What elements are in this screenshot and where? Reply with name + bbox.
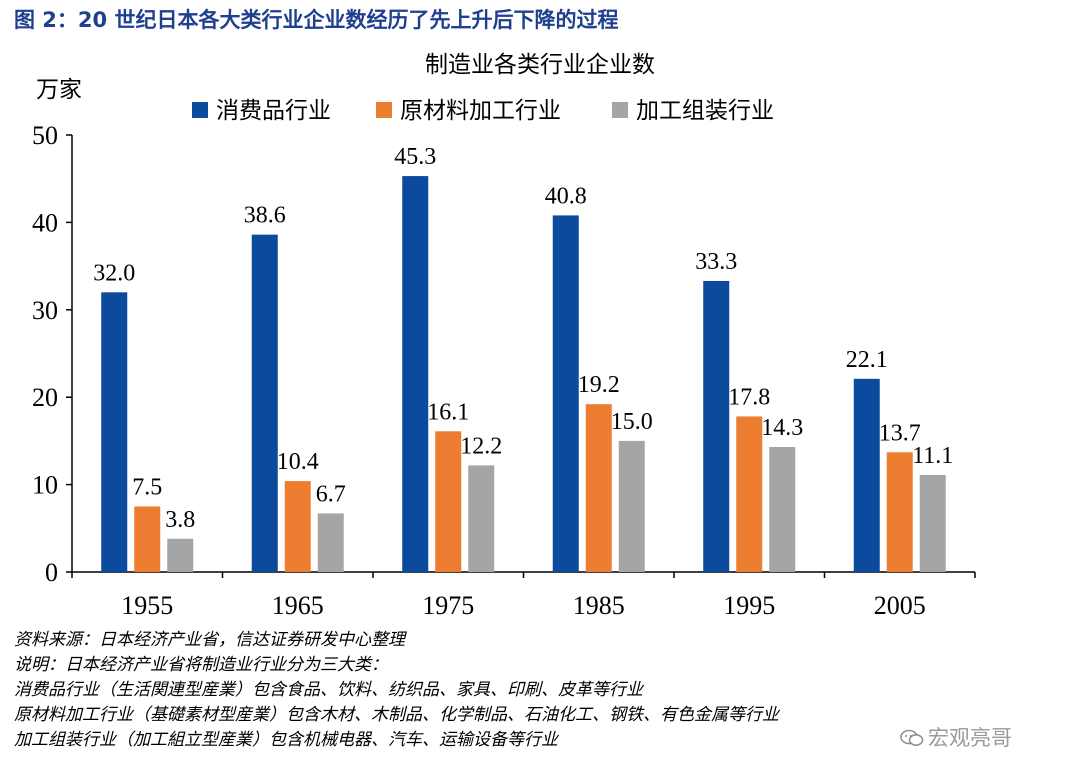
- bar: [853, 378, 880, 572]
- data-label: 38.6: [244, 203, 286, 229]
- bar: [769, 447, 796, 572]
- data-label: 6.7: [316, 481, 346, 507]
- axes: 0 10 20 30 40 50 1955 1965 1975 1985 1995 2005: [32, 121, 976, 620]
- data-label: 45.3: [394, 144, 436, 170]
- y-tick-label: 10: [32, 471, 58, 500]
- data-label: 13.7: [879, 420, 921, 446]
- bar: [167, 538, 194, 572]
- bar: [101, 292, 128, 572]
- watermark-text: 宏观亮哥: [928, 726, 1012, 750]
- data-label: 33.3: [695, 249, 737, 275]
- legend-swatch: [192, 102, 208, 118]
- bar: [284, 481, 311, 572]
- x-tick-label: 1975: [422, 591, 474, 620]
- x-tick-label: 1985: [573, 591, 625, 620]
- bar: [251, 234, 278, 573]
- legend-swatch: [612, 102, 628, 118]
- data-label: 15.0: [611, 409, 653, 435]
- data-label: 40.8: [545, 183, 587, 209]
- notes: 资料来源：日本经济产业省，信达证券研发中心整理 说明：日本经济产业省将制造业行业…: [14, 628, 1070, 753]
- data-label: 10.4: [277, 449, 319, 475]
- bar-chart: 制造业各类行业企业数 万家 消费品行业 原材料加工行业 加工组装行业 0 10 20 30…: [32, 52, 976, 620]
- data-label: 19.2: [578, 372, 620, 398]
- bar: [886, 452, 913, 572]
- legend-swatch: [376, 102, 392, 118]
- bar: [317, 513, 344, 572]
- data-label: 16.1: [427, 399, 469, 425]
- bar: [618, 440, 645, 572]
- bar: [435, 431, 462, 572]
- data-label: 12.2: [460, 433, 502, 459]
- bar: [134, 506, 161, 572]
- watermark: 宏观亮哥: [900, 722, 1012, 752]
- y-axis-unit-label: 万家: [36, 77, 82, 103]
- legend-entry: 原材料加工行业: [400, 98, 561, 124]
- bar: [919, 474, 946, 572]
- y-tick-label: 20: [32, 383, 58, 412]
- bar: [402, 176, 429, 572]
- bar: [736, 416, 763, 572]
- data-label: 22.1: [846, 347, 888, 373]
- x-tick-label: 1965: [272, 591, 324, 620]
- data-labels: 32.0 7.53.8 38.6 10.4 6.7 45.3 16.1 12.2 40.8 19.…: [93, 144, 953, 533]
- wechat-icon: [900, 729, 924, 746]
- legend-entry: 加工组装行业: [636, 98, 774, 124]
- bar: [468, 465, 495, 572]
- data-label: 3.8: [165, 507, 195, 533]
- x-tick-label: 1995: [723, 591, 775, 620]
- legend-entry: 消费品行业: [216, 98, 331, 124]
- figure-title: 图 2：20 世纪日本各大类行业企业数经历了先上升后下降的过程: [14, 8, 619, 32]
- y-tick-label: 0: [45, 558, 58, 587]
- explanation-note: 说明：日本经济产业省将制造业行业分为三大类：: [14, 655, 388, 675]
- data-label: 14.3: [761, 415, 803, 441]
- data-label: 32.0: [93, 260, 135, 286]
- legend: 消费品行业 原材料加工行业 加工组装行业: [192, 98, 774, 124]
- chart-title: 制造业各类行业企业数: [425, 52, 655, 78]
- bar: [703, 280, 730, 572]
- y-tick-label: 50: [32, 121, 58, 150]
- note-line-materials: 原材料加工行业（基礎素材型産業）包含木材、木制品、化学制品、石油化工、钢铁、有色…: [14, 705, 779, 725]
- y-tick-label: 30: [32, 296, 58, 325]
- data-label: 17.8: [728, 384, 770, 410]
- data-label: 7.5: [132, 474, 162, 500]
- x-tick-label: 2005: [874, 591, 926, 620]
- bar: [552, 215, 579, 572]
- source-note: 资料来源：日本经济产业省，信达证券研发中心整理: [14, 630, 405, 650]
- x-tick-label: 1955: [121, 591, 173, 620]
- bar: [585, 404, 612, 572]
- y-tick-label: 40: [32, 208, 58, 237]
- data-label: 11.1: [912, 443, 953, 469]
- note-line-consumer: 消费品行业（生活関連型産業）包含食品、饮料、纺织品、家具、印刷、皮革等行业: [14, 680, 643, 700]
- note-line-assembly: 加工组装行业（加工組立型産業）包含机械电器、汽车、运输设备等行业: [14, 730, 558, 750]
- bars: [101, 176, 946, 573]
